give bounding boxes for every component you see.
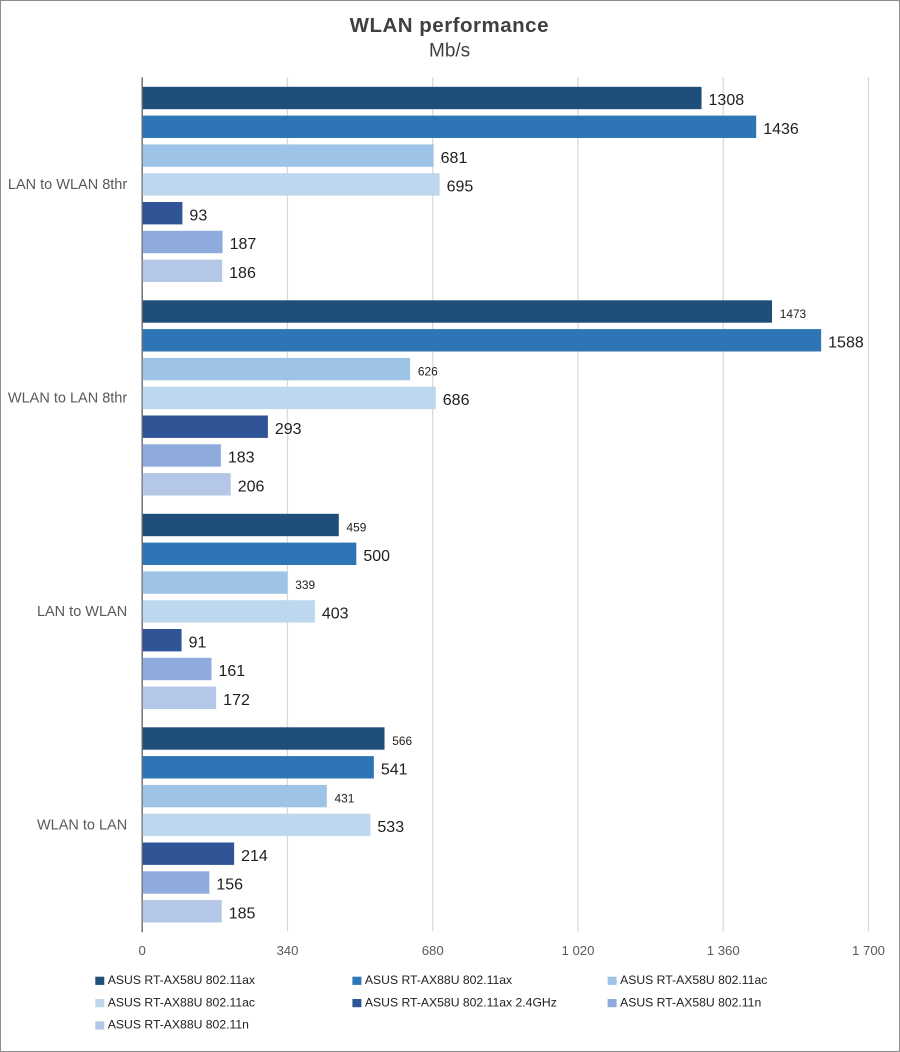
svg-text:172: 172 bbox=[223, 692, 250, 709]
svg-text:1473: 1473 bbox=[780, 307, 807, 321]
svg-text:WLAN performance: WLAN performance bbox=[350, 14, 549, 37]
svg-text:WLAN to LAN 8thr: WLAN to LAN 8thr bbox=[8, 390, 127, 406]
svg-text:ASUS RT-AX88U 802.11ac: ASUS RT-AX88U 802.11ac bbox=[108, 995, 255, 1009]
svg-text:541: 541 bbox=[381, 762, 408, 779]
svg-text:686: 686 bbox=[443, 392, 470, 409]
svg-text:156: 156 bbox=[216, 877, 243, 894]
svg-text:ASUS RT-AX58U 802.11ax 2.4GHz: ASUS RT-AX58U 802.11ax 2.4GHz bbox=[365, 995, 557, 1009]
svg-text:500: 500 bbox=[363, 548, 390, 565]
svg-text:1 700: 1 700 bbox=[852, 943, 885, 958]
svg-text:293: 293 bbox=[275, 421, 302, 438]
svg-text:183: 183 bbox=[228, 450, 255, 467]
svg-text:695: 695 bbox=[447, 179, 474, 196]
svg-text:1 360: 1 360 bbox=[707, 943, 740, 958]
svg-text:533: 533 bbox=[377, 819, 404, 836]
svg-text:Mb/s: Mb/s bbox=[429, 41, 470, 62]
svg-text:LAN to WLAN 8thr: LAN to WLAN 8thr bbox=[8, 177, 127, 193]
svg-text:ASUS RT-AX58U 802.11ac: ASUS RT-AX58U 802.11ac bbox=[620, 973, 767, 987]
svg-text:206: 206 bbox=[238, 479, 265, 496]
svg-text:93: 93 bbox=[189, 207, 207, 224]
svg-text:185: 185 bbox=[229, 906, 256, 923]
svg-text:0: 0 bbox=[139, 943, 146, 958]
svg-text:459: 459 bbox=[347, 521, 367, 535]
svg-text:339: 339 bbox=[295, 578, 315, 592]
svg-text:340: 340 bbox=[276, 943, 298, 958]
svg-text:431: 431 bbox=[335, 792, 355, 806]
svg-text:187: 187 bbox=[230, 236, 257, 253]
svg-text:LAN to WLAN: LAN to WLAN bbox=[37, 604, 127, 620]
svg-text:681: 681 bbox=[441, 150, 468, 167]
svg-text:WLAN to LAN: WLAN to LAN bbox=[37, 817, 127, 833]
svg-text:ASUS RT-AX58U 802.11ax: ASUS RT-AX58U 802.11ax bbox=[108, 973, 255, 987]
svg-text:1 020: 1 020 bbox=[561, 943, 594, 958]
svg-text:1308: 1308 bbox=[709, 92, 745, 109]
svg-text:91: 91 bbox=[189, 634, 207, 651]
svg-text:1588: 1588 bbox=[828, 335, 864, 352]
svg-text:ASUS RT-AX58U 802.11n: ASUS RT-AX58U 802.11n bbox=[620, 995, 761, 1009]
svg-text:403: 403 bbox=[322, 606, 349, 623]
svg-text:214: 214 bbox=[241, 848, 268, 865]
svg-text:680: 680 bbox=[422, 943, 444, 958]
svg-text:1436: 1436 bbox=[763, 121, 799, 138]
svg-text:186: 186 bbox=[229, 265, 256, 282]
svg-text:566: 566 bbox=[392, 734, 412, 748]
svg-text:ASUS RT-AX88U 802.11n: ASUS RT-AX88U 802.11n bbox=[108, 1018, 249, 1032]
svg-text:161: 161 bbox=[218, 663, 245, 680]
svg-text:ASUS RT-AX88U 802.11ax: ASUS RT-AX88U 802.11ax bbox=[365, 973, 512, 987]
svg-text:626: 626 bbox=[418, 365, 438, 379]
